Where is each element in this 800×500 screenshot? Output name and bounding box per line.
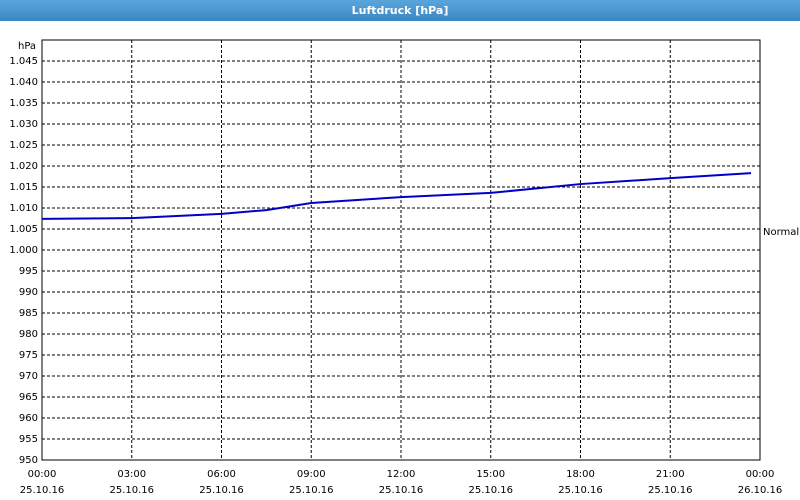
y-tick-label: 950 <box>19 455 38 466</box>
y-tick-label: 975 <box>19 350 38 361</box>
y-tick-label: 995 <box>19 266 38 277</box>
y-tick-label: 1.010 <box>9 203 38 214</box>
x-tick-label: 00:00 26.10.16 <box>738 469 783 496</box>
y-tick-label: 1.000 <box>9 245 38 256</box>
x-tick-label: 09:00 25.10.16 <box>289 469 334 496</box>
y-tick-label: 1.005 <box>9 224 38 235</box>
reference-label: Normal <box>763 227 799 238</box>
x-tick-label: 03:00 25.10.16 <box>109 469 154 496</box>
y-tick-label: 1.015 <box>9 182 38 193</box>
y-tick-label: 1.040 <box>9 77 38 88</box>
y-tick-label: 1.025 <box>9 140 38 151</box>
plot-border <box>41 39 761 461</box>
y-tick-label: 980 <box>19 329 38 340</box>
y-axis-label: hPa <box>18 41 36 52</box>
x-tick-label: 06:00 25.10.16 <box>199 469 244 496</box>
x-tick-label: 12:00 25.10.16 <box>379 469 424 496</box>
y-tick-label: 965 <box>19 392 38 403</box>
x-tick-label: 00:00 25.10.16 <box>20 469 65 496</box>
y-tick-label: 1.045 <box>9 56 38 67</box>
y-tick-label: 1.030 <box>9 119 38 130</box>
y-tick-label: 970 <box>19 371 38 382</box>
x-tick-label: 15:00 25.10.16 <box>468 469 513 496</box>
y-tick-label: 1.020 <box>9 161 38 172</box>
x-tick-label: 18:00 25.10.16 <box>558 469 603 496</box>
y-tick-label: 960 <box>19 413 38 424</box>
y-tick-label: 1.035 <box>9 98 38 109</box>
y-tick-label: 955 <box>19 434 38 445</box>
chart-title: Luftdruck [hPa] <box>0 0 800 21</box>
y-tick-label: 985 <box>19 308 38 319</box>
data-line <box>41 172 752 220</box>
y-tick-label: 990 <box>19 287 38 298</box>
x-tick-label: 21:00 25.10.16 <box>648 469 693 496</box>
